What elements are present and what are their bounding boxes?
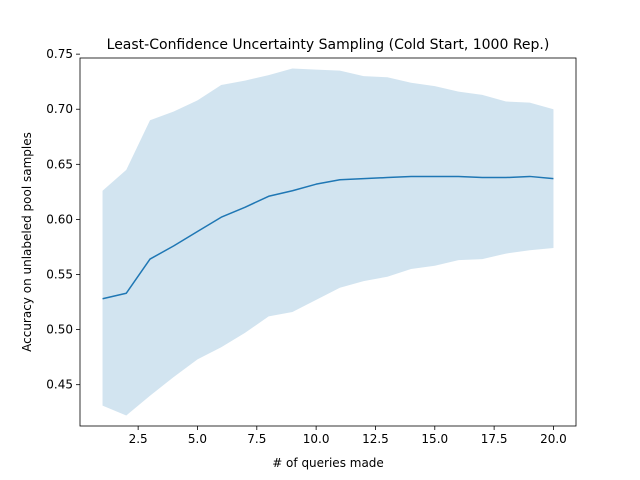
x-tick-label: 5.0 bbox=[188, 432, 207, 446]
x-tick-label: 20.0 bbox=[540, 432, 567, 446]
x-tick-label: 15.0 bbox=[421, 432, 448, 446]
mean-accuracy-line bbox=[102, 175, 554, 300]
axes-frame bbox=[79, 57, 577, 427]
y-axis-label: Accuracy on unlabeled pool samples bbox=[20, 132, 34, 352]
confidence-band bbox=[102, 68, 554, 416]
y-tick-label: 0.55 bbox=[46, 268, 73, 282]
plot-area bbox=[102, 68, 554, 416]
y-tick-label: 0.70 bbox=[46, 102, 73, 116]
x-tick-label: 12.5 bbox=[362, 432, 389, 446]
x-axis-label: # of queries made bbox=[272, 456, 384, 470]
y-tick-label: 0.60 bbox=[46, 212, 73, 226]
y-axis: 0.45 0.50 0.55 0.60 0.65 0.70 0.75 bbox=[46, 47, 80, 392]
y-tick-label: 0.45 bbox=[46, 378, 73, 392]
x-tick-label: 2.5 bbox=[129, 432, 148, 446]
x-axis: 2.5 5.0 7.5 10.0 12.5 15.0 17.5 20.0 bbox=[129, 426, 567, 446]
y-tick-label: 0.65 bbox=[46, 157, 73, 171]
x-tick-label: 17.5 bbox=[481, 432, 508, 446]
y-tick-label: 0.75 bbox=[46, 47, 73, 61]
y-tick-label: 0.50 bbox=[46, 323, 73, 337]
chart-title: Least-Confidence Uncertainty Sampling (C… bbox=[107, 37, 550, 53]
x-tick-label: 10.0 bbox=[303, 432, 330, 446]
x-tick-label: 7.5 bbox=[247, 432, 266, 446]
